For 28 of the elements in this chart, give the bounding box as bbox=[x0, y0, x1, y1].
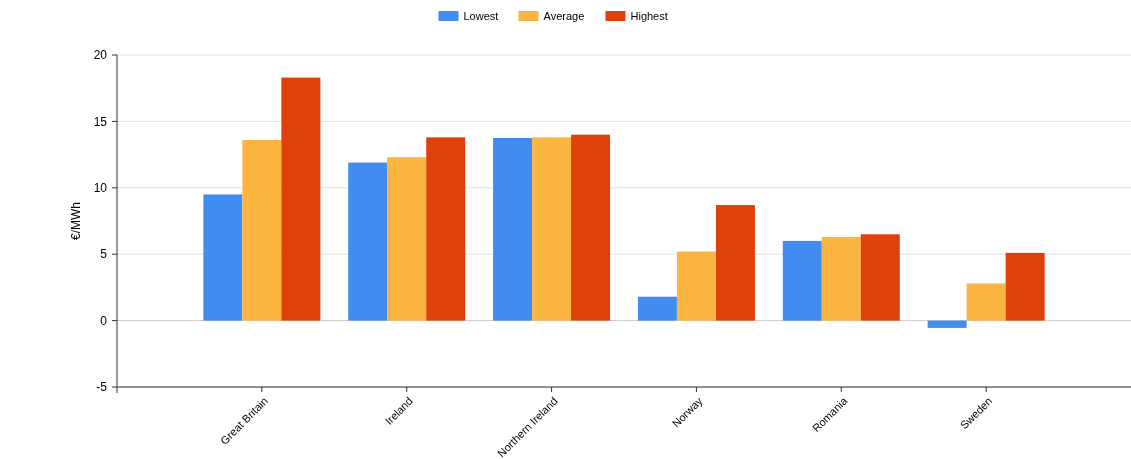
legend-label: Lowest bbox=[463, 9, 499, 22]
bar bbox=[571, 134, 611, 321]
bar bbox=[860, 234, 900, 321]
bar bbox=[493, 138, 533, 321]
bar bbox=[348, 162, 388, 321]
y-axis-title: €/MWh bbox=[69, 201, 83, 241]
bar bbox=[242, 139, 282, 321]
bar bbox=[966, 283, 1006, 321]
y-tick-label: 5 bbox=[100, 247, 108, 262]
bar bbox=[782, 240, 822, 321]
bar bbox=[1005, 252, 1045, 321]
y-tick-label: 20 bbox=[93, 48, 108, 63]
bar bbox=[426, 137, 466, 321]
bar bbox=[281, 77, 321, 321]
legend-label: Average bbox=[543, 9, 585, 22]
bar bbox=[715, 205, 755, 321]
y-tick-label: 0 bbox=[100, 313, 108, 328]
bar bbox=[387, 157, 427, 321]
bar bbox=[532, 137, 572, 321]
y-tick-label: 10 bbox=[93, 181, 108, 195]
y-tick-label: -5 bbox=[96, 380, 108, 395]
bar bbox=[676, 251, 716, 321]
bar bbox=[927, 320, 967, 328]
legend-label: Highest bbox=[630, 9, 668, 22]
bar bbox=[203, 194, 243, 321]
bar bbox=[637, 296, 677, 321]
bar bbox=[821, 236, 861, 321]
y-tick-label: 15 bbox=[93, 114, 108, 129]
